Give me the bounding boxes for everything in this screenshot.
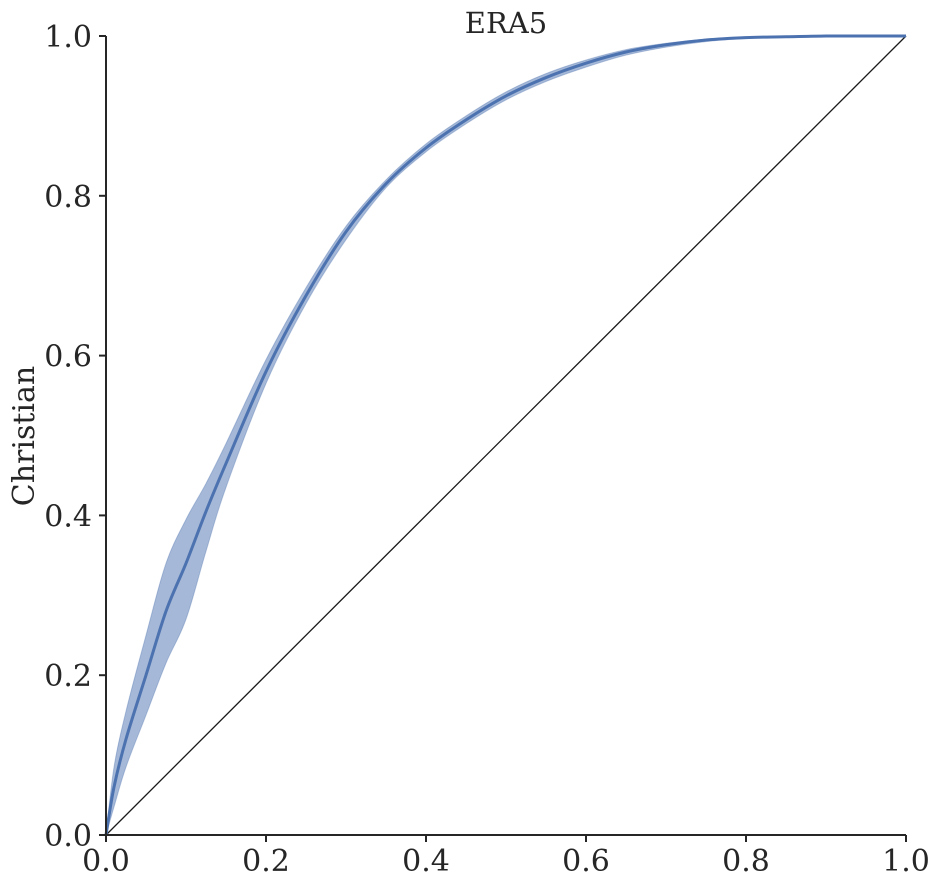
y-tick-label: 0.0 bbox=[44, 819, 92, 854]
y-tick-label: 1.0 bbox=[44, 20, 92, 55]
y-tick-label: 0.2 bbox=[44, 659, 92, 694]
y-tick-label: 0.4 bbox=[44, 499, 92, 534]
x-tick-label: 0.4 bbox=[402, 844, 450, 879]
plot-area: 0.0 0.2 0.4 0.6 0.8 1.0 0.0 0.2 0.4 0.6 0.8 1.0 bbox=[44, 20, 930, 879]
x-tick-label: 1.0 bbox=[882, 844, 930, 879]
x-tick-label: 0.0 bbox=[82, 844, 130, 879]
x-tick-label: 0.2 bbox=[242, 844, 290, 879]
y-tick-label: 0.6 bbox=[44, 340, 92, 375]
y-axis-label: Christian bbox=[7, 366, 42, 506]
y-tick-label: 0.8 bbox=[44, 180, 92, 215]
diagonal-reference-line bbox=[105, 35, 907, 836]
x-tick-label: 0.8 bbox=[722, 844, 770, 879]
x-tick-label: 0.6 bbox=[562, 844, 610, 879]
series-line bbox=[104, 34, 906, 836]
chart-title: ERA5 bbox=[465, 6, 547, 40]
